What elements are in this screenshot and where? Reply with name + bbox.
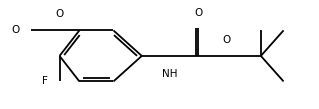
Text: O: O [223, 35, 231, 45]
Text: NH: NH [162, 69, 178, 79]
Text: O: O [11, 25, 20, 35]
Text: F: F [42, 76, 48, 86]
Text: O: O [56, 9, 64, 19]
Text: O: O [194, 8, 203, 18]
